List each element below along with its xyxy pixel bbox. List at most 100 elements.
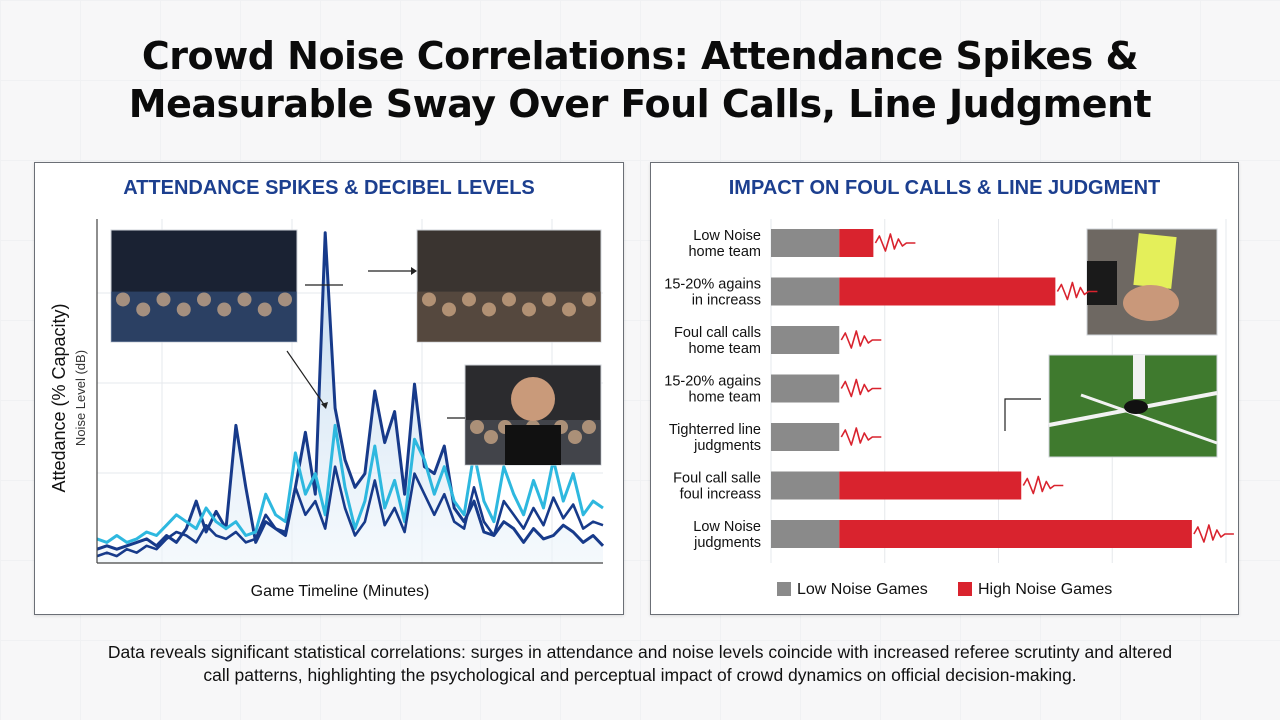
noise-line (96, 423, 604, 544)
caption-line-1: Data reveals significant statistical cor… (107, 642, 1173, 662)
category-label: in increass (692, 293, 761, 309)
noise-squiggle (840, 427, 882, 446)
caption: Data reveals significant statistical cor… (20, 641, 1260, 687)
category-label: home team (688, 341, 761, 357)
stadium-lights-photo-figure (237, 292, 252, 307)
category-label: Low Noise (693, 519, 761, 535)
connector-line (1004, 398, 1041, 431)
noise-squiggle (1056, 281, 1098, 301)
legend-label-high: High Noise Games (978, 581, 1112, 598)
referee-photo-figure (484, 430, 498, 444)
low-noise-bar (771, 326, 840, 354)
cheering-fans-photo-figure (502, 292, 516, 307)
page-title: Crowd Noise Correlations: Attendance Spi… (0, 32, 1280, 128)
attendance-chart-title: ATTENDANCE SPIKES & DECIBEL LEVELS (123, 177, 535, 199)
category-label: judgments (693, 438, 761, 454)
legend-label-low: Low Noise Games (797, 581, 928, 598)
low-noise-bar (771, 229, 840, 257)
stadium-lights-photo-figure (176, 302, 191, 317)
connector-arrowhead (321, 402, 328, 409)
category-label: 15-20% agains (664, 374, 761, 390)
high-noise-bar (839, 229, 874, 257)
title-line-1: Crowd Noise Correlations: Attendance Spi… (141, 34, 1139, 78)
low-noise-bar (771, 277, 840, 306)
category-label: foul increass (680, 487, 761, 503)
category-label: 15-20% agains (664, 277, 761, 293)
line-judgment-photo (1048, 354, 1218, 458)
referee-photo-figure (470, 420, 484, 434)
x-axis-label: Game Timeline (Minutes) (251, 583, 430, 600)
field-line (1080, 393, 1218, 445)
category-label: Tighterred line (669, 422, 761, 438)
noise-squiggle (1193, 524, 1234, 543)
cheering-fans-photo-figure (582, 292, 596, 307)
baseline-line (96, 465, 604, 558)
noise-squiggle (874, 233, 916, 252)
attendance-area (97, 232, 603, 564)
category-label: Low Noise (693, 228, 761, 244)
noise-squiggle (840, 378, 882, 398)
connector-diagonal (286, 350, 326, 407)
high-noise-bar (839, 520, 1192, 548)
low-noise-bar (771, 520, 840, 548)
cheering-fans-photo (416, 229, 602, 343)
connector-arrowhead (411, 267, 417, 275)
noise-squiggle (840, 330, 882, 349)
referee-photo-face (511, 377, 555, 421)
category-label: home team (688, 244, 761, 260)
attendance-line-chart: Game Timeline (Minutes) Attedance (% Capa… (49, 219, 605, 600)
stadium-lights-photo (110, 229, 298, 343)
cheering-fans-photo-figure (542, 292, 556, 307)
category-label: Foul call calls (674, 325, 761, 341)
high-noise-bar (839, 471, 1022, 500)
impact-chart-title: IMPACT ON FOUL CALLS & LINE JUDGMENT (728, 177, 1161, 199)
legend-swatch-low (777, 582, 791, 596)
stadium-lights-photo-figure (156, 292, 171, 307)
player-boot (1124, 400, 1148, 414)
title-line-2: Measurable Sway Over Foul Calls, Line Ju… (128, 82, 1152, 126)
y-axis-label: Attedance (% Capacity) (49, 303, 69, 492)
player-leg (1133, 355, 1145, 399)
yellow-card-photo (1086, 228, 1218, 336)
referee-photo (464, 364, 602, 466)
stadium-lights-photo-figure (257, 302, 272, 317)
category-label: home team (688, 390, 761, 406)
category-label: judgments (693, 535, 761, 551)
referee-photo-figure (582, 420, 596, 434)
stadium-lights-photo-figure (217, 302, 232, 317)
attendance-chart-panel: ATTENDANCE SPIKES & DECIBEL LEVELS Game … (34, 162, 624, 615)
bar-legend: Low Noise Games High Noise Games (777, 581, 1112, 598)
cheering-fans-photo-figure (442, 302, 456, 317)
yellow-card-hand (1123, 285, 1179, 321)
cheering-fans-photo-figure (462, 292, 476, 307)
caption-line-2: call patterns, highlighting the psycholo… (203, 665, 1077, 685)
stadium-lights-photo-figure (278, 292, 292, 307)
stadium-lights-photo-figure (116, 292, 130, 307)
referee-photo-shirt (505, 425, 561, 465)
yellow-card-sleeve (1087, 261, 1117, 305)
low-noise-bar (771, 374, 840, 403)
referee-photo-figure (568, 430, 582, 444)
impact-chart-panel: IMPACT ON FOUL CALLS & LINE JUDGMENT Low… (650, 162, 1239, 615)
category-label: Foul call salle (673, 471, 761, 487)
noise-squiggle (1022, 475, 1064, 495)
cheering-fans-photo-figure (522, 302, 536, 317)
cheering-fans-photo-figure (422, 292, 436, 307)
y-axis-label-secondary: Noise Level (dB) (73, 350, 88, 446)
yellow-card-shape (1133, 233, 1177, 289)
low-noise-bar (771, 423, 840, 451)
cheering-fans-photo-figure (562, 302, 576, 317)
attendance-line (96, 231, 605, 551)
stadium-lights-photo-figure (197, 292, 211, 307)
low-noise-bar (771, 471, 840, 500)
stadium-lights-photo-figure (136, 302, 151, 317)
high-noise-bar (839, 277, 1056, 306)
